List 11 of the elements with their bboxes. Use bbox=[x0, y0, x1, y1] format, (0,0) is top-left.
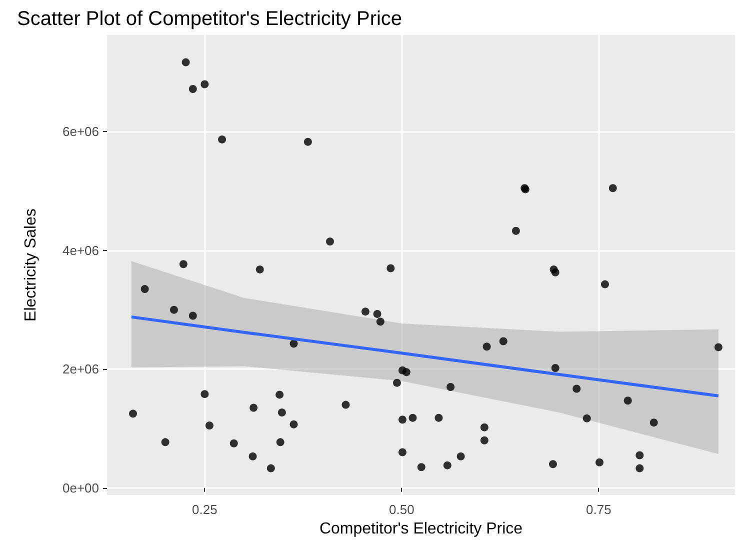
y-tick-label: 2e+06 bbox=[62, 362, 99, 377]
y-tick-label: 0e+00 bbox=[62, 480, 99, 496]
x-tick-label: 0.75 bbox=[586, 502, 612, 517]
y-tick-label: 4e+06 bbox=[62, 242, 99, 258]
line-series bbox=[130, 315, 720, 398]
x-tick-label: 0.25 bbox=[192, 502, 218, 517]
x-axis-title: Competitor's Electricity Price bbox=[319, 520, 523, 538]
x-tick-label: 0.50 bbox=[389, 502, 414, 517]
y-tick-label: 6e+06 bbox=[62, 124, 99, 140]
chart-title: Scatter Plot of Competitor's Electricity Price bbox=[17, 8, 402, 30]
y-axis-title: Electricity Sales bbox=[22, 208, 40, 322]
